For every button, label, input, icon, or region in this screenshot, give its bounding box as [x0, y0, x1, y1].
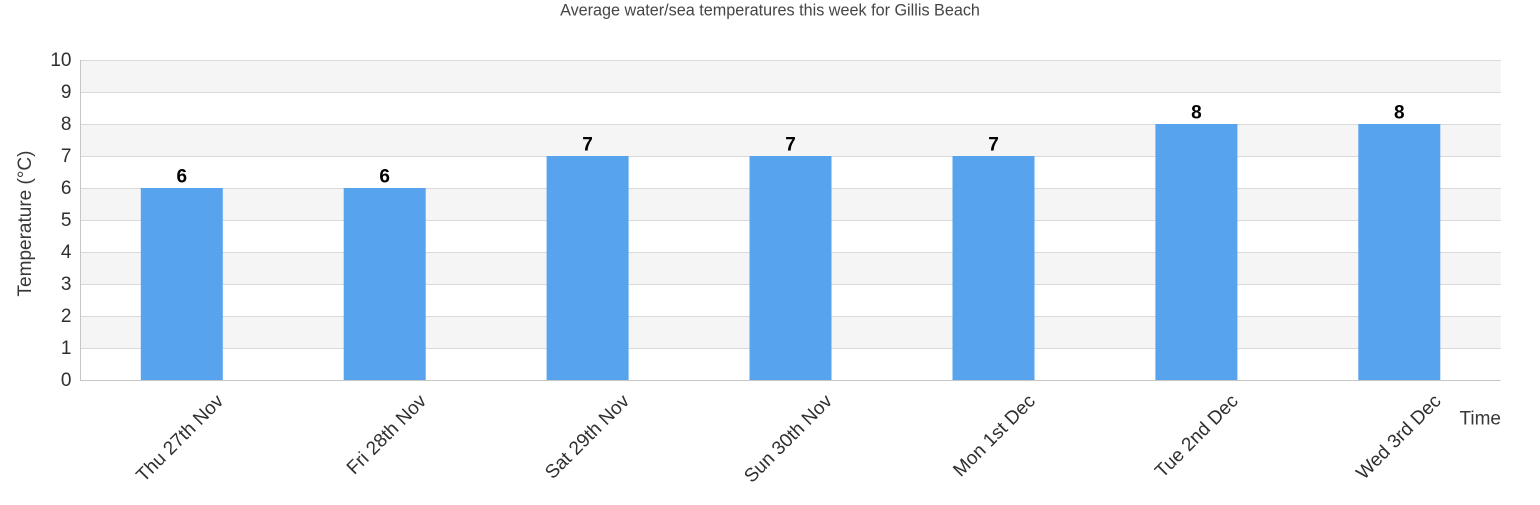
svg-text:5: 5	[61, 210, 72, 231]
svg-text:Temperature (°C): Temperature (°C)	[15, 151, 36, 297]
svg-text:1: 1	[61, 338, 72, 359]
svg-text:8: 8	[61, 114, 72, 135]
svg-text:Time: Time	[1459, 409, 1501, 430]
svg-text:7: 7	[785, 135, 796, 156]
svg-text:9: 9	[61, 82, 72, 103]
svg-text:3: 3	[61, 274, 72, 295]
svg-text:Average water/sea temperatures: Average water/sea temperatures this week…	[560, 2, 980, 20]
svg-text:7: 7	[988, 135, 999, 156]
svg-text:10: 10	[50, 50, 71, 71]
svg-text:8: 8	[1394, 103, 1405, 124]
svg-text:6: 6	[177, 167, 188, 188]
svg-text:7: 7	[582, 135, 593, 156]
svg-text:8: 8	[1191, 103, 1202, 124]
svg-text:7: 7	[61, 146, 72, 167]
svg-text:2: 2	[61, 306, 72, 327]
svg-text:0: 0	[61, 370, 72, 391]
svg-text:4: 4	[61, 242, 72, 263]
svg-text:6: 6	[61, 178, 72, 199]
svg-text:6: 6	[379, 167, 390, 188]
